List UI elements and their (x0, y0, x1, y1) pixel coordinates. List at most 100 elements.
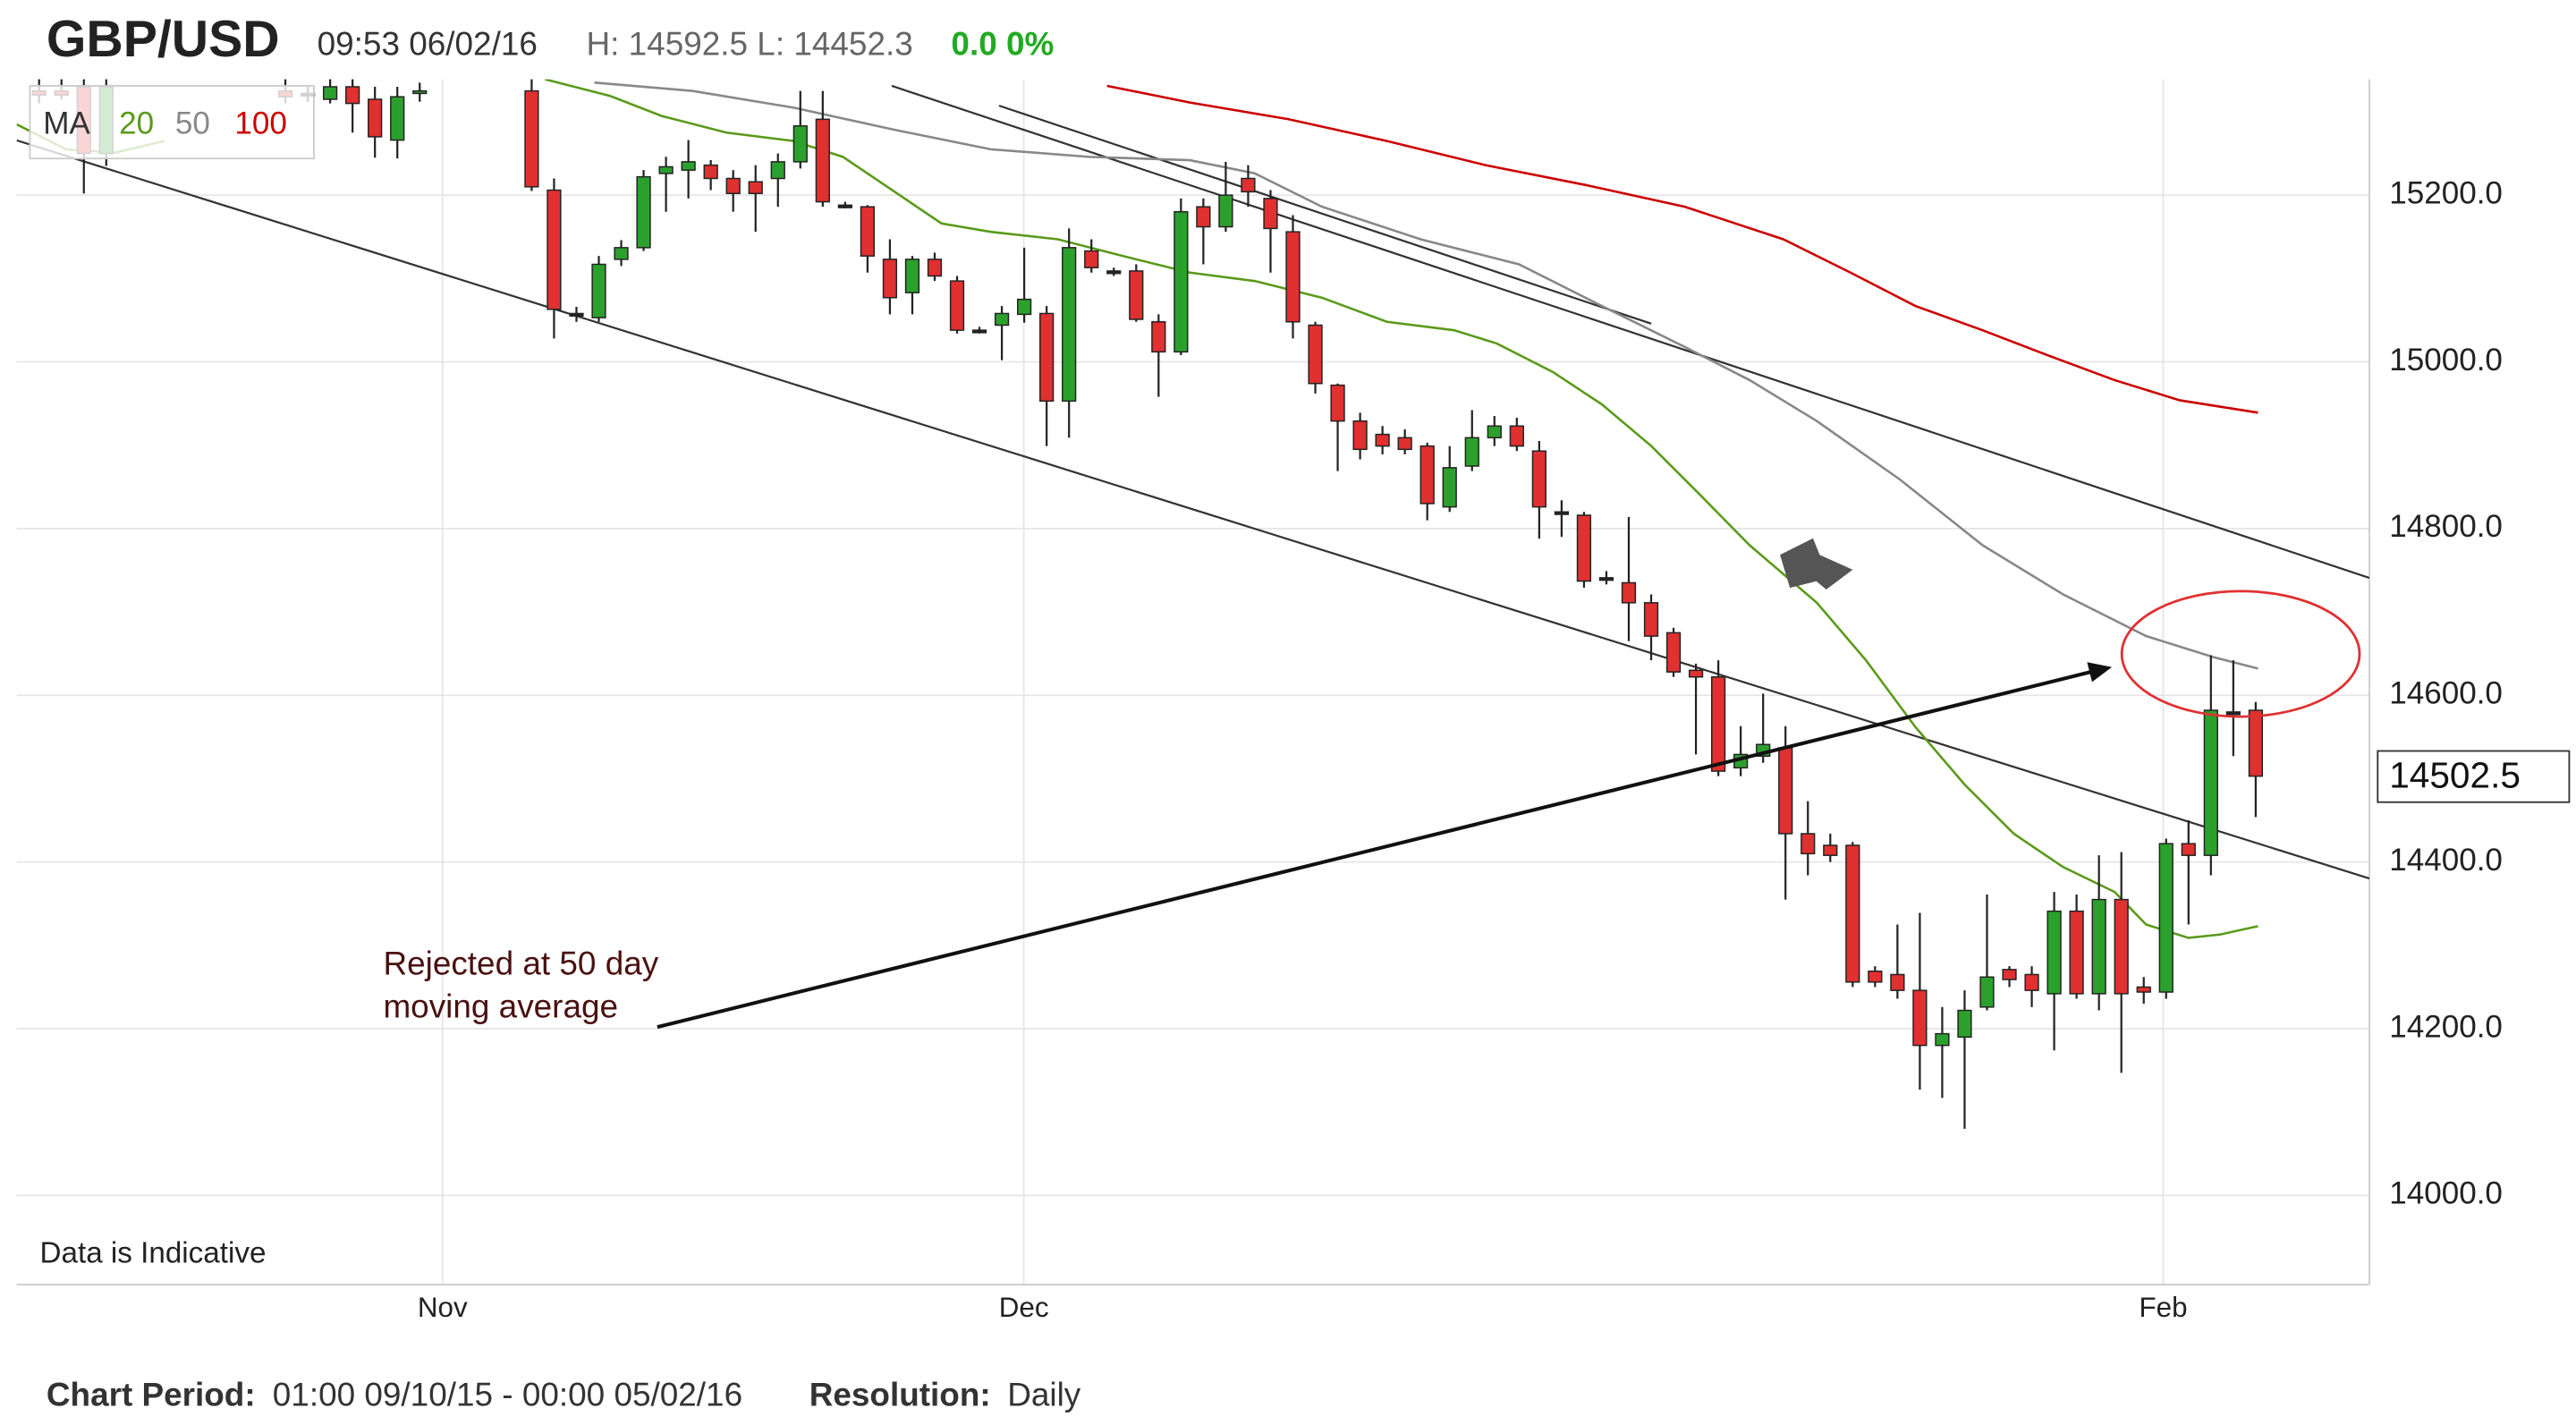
candle-body (1285, 231, 1301, 323)
candle-body (614, 247, 629, 260)
candle-body (1621, 581, 1637, 604)
candle-body (1979, 976, 1995, 1008)
candle-body (1151, 321, 1166, 353)
candle-body (1868, 970, 1883, 983)
candle-body (1778, 747, 1793, 835)
candle-body (1062, 247, 1077, 403)
candle-body (1174, 211, 1189, 353)
candle-body (792, 125, 808, 163)
candle-body (1957, 1009, 1972, 1039)
candle-body (390, 96, 405, 141)
change: 0.0 0% (951, 25, 1054, 62)
y-tick-label: 15200.0 (2389, 175, 2503, 210)
candle-body (949, 280, 965, 331)
candle-body (2046, 910, 2062, 995)
candle-body (2024, 973, 2039, 991)
candle-body (1196, 206, 1211, 228)
candle-body (2203, 709, 2218, 856)
time: 09:53 06/02/16 (318, 25, 538, 62)
candle-body (1352, 420, 1368, 451)
y-tick-label: 14800.0 (2389, 509, 2503, 544)
candle-body (1241, 177, 1256, 193)
candle-body (1509, 425, 1524, 447)
x-tick-label: Dec (999, 1292, 1049, 1323)
candle-body (1823, 844, 1838, 856)
candle-body (1531, 450, 1546, 508)
candle-body (524, 89, 539, 188)
candle-body (345, 86, 360, 105)
footer-label: Resolution: (809, 1376, 991, 1412)
candle-body (2248, 709, 2264, 777)
y-tick-label: 14000.0 (2389, 1176, 2503, 1211)
candle-body (1935, 1032, 1950, 1047)
annotation-text: moving average (383, 988, 618, 1025)
candle-body (2225, 711, 2241, 716)
candle-body (1129, 270, 1144, 320)
candle-body (815, 118, 830, 203)
candle-body (725, 177, 741, 195)
candle-body (591, 263, 606, 318)
legend-title: MA (43, 106, 90, 141)
annotation-text: Rejected at 50 day (383, 946, 658, 982)
ma-line (1106, 84, 2258, 414)
candle-body (1801, 833, 1816, 855)
candle-body (1106, 270, 1122, 275)
candle-body (1039, 312, 1055, 403)
candle-body (569, 312, 584, 317)
trend-line (891, 84, 2370, 580)
y-tick-label: 14600.0 (2389, 676, 2503, 711)
candle-body (904, 259, 920, 293)
candle-body (1419, 445, 1435, 505)
candle-body (2181, 843, 2196, 856)
candle-body (994, 312, 1010, 327)
candle-body (770, 161, 785, 180)
legend-box (29, 85, 315, 160)
candle-body (2002, 969, 2017, 980)
candle-body (1397, 437, 1412, 451)
candle-body (1688, 669, 1704, 678)
candle-body (860, 206, 876, 257)
candle-body (703, 164, 718, 180)
legend-entry: 20 (119, 106, 154, 141)
candle-body (1016, 298, 1032, 316)
candle-body (1442, 467, 1457, 508)
candle-body (2114, 898, 2129, 995)
grid (16, 79, 2370, 1285)
candle-body (2136, 986, 2151, 993)
axis-labels: 14000.0 14200.0 14400.0 14600.0 14800.0 15000… (418, 175, 2571, 1323)
footer-value: Daily (1007, 1376, 1081, 1412)
candle-body (1375, 433, 1390, 447)
candle-body (1890, 973, 1905, 991)
candle-body (1330, 384, 1345, 422)
candle-body (2091, 898, 2106, 995)
candle-body (1308, 324, 1323, 385)
footer-value: 01:00 09/10/15 - 00:00 05/02/16 (273, 1376, 742, 1412)
last-price-label: 14502.5 (2389, 755, 2521, 796)
candle-body (681, 161, 696, 171)
ma-line (16, 79, 2258, 939)
footer-label: Chart Period: (47, 1376, 256, 1412)
candle-body (1665, 632, 1682, 673)
candle-body (2158, 843, 2174, 993)
candle-body (1576, 514, 1592, 582)
high-low: H: 14592.5 L: 14452.3 (586, 25, 912, 62)
candle-body (927, 259, 943, 277)
last-price-box (2377, 750, 2571, 803)
pointer-arrow (1780, 538, 1853, 590)
candle-body (748, 181, 763, 195)
candle-body (1554, 511, 1570, 515)
y-tick-label: 15000.0 (2389, 343, 2503, 377)
candle-body (1598, 577, 1614, 581)
legend-entry: 50 (175, 106, 210, 141)
trend-line (998, 105, 1652, 325)
candle-body (1643, 602, 1659, 637)
candle-body (837, 204, 852, 208)
candle-body (636, 175, 651, 249)
annotation-arrow (657, 670, 2091, 1030)
trend-line (16, 139, 2370, 880)
y-tick-label: 14200.0 (2389, 1009, 2503, 1044)
candle-body (1464, 437, 1479, 467)
symbol: GBP/USD (47, 11, 280, 68)
candle-body (547, 189, 562, 310)
candle-body (1084, 250, 1099, 268)
